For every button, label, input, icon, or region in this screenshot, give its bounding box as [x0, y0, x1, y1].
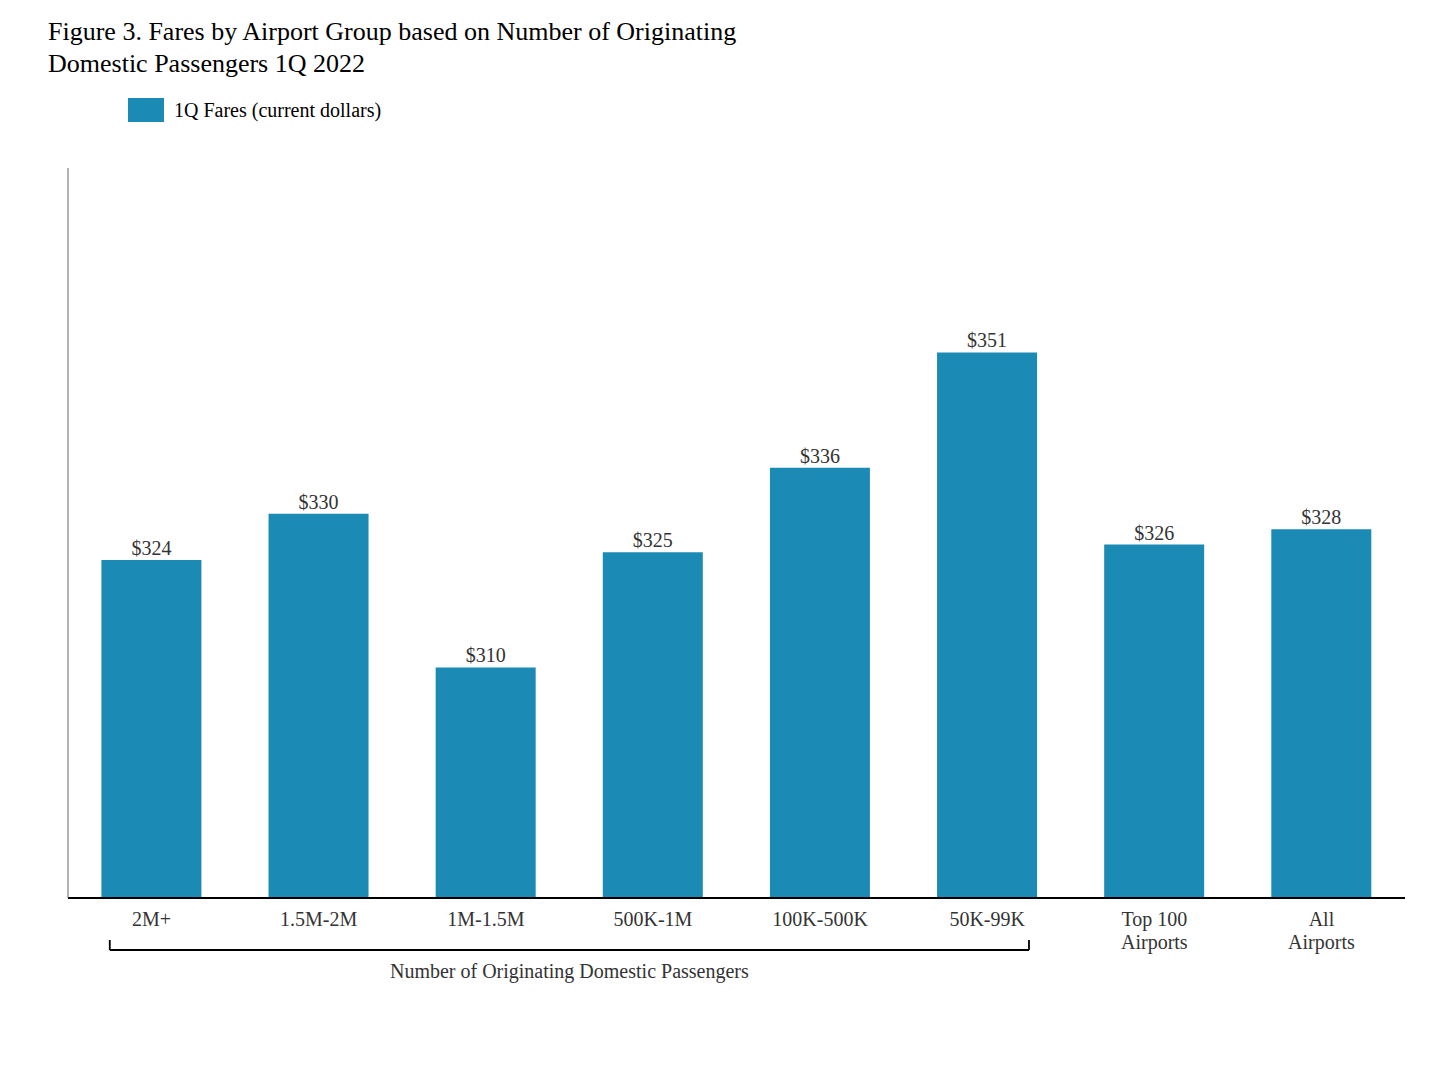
svg-text:$351: $351 — [967, 329, 1007, 351]
svg-text:50K-99K: 50K-99K — [949, 908, 1025, 930]
html-text:Domestic Passengers 1Q 2022: Domestic Passengers 1Q 2022 — [48, 49, 365, 78]
svg-text:$328: $328 — [1301, 506, 1341, 528]
svg-text:$324: $324 — [131, 537, 171, 559]
html-text:1Q Fares (current dollars): 1Q Fares (current dollars) — [174, 98, 382, 121]
svg-text:1.5M-2M: 1.5M-2M — [280, 908, 357, 930]
svg-text:1M-1.5M: 1M-1.5M — [447, 908, 524, 930]
svg-text:Top 100Airports: Top 100Airports — [1121, 908, 1188, 954]
svg-text:$310: $310 — [466, 644, 506, 666]
svg-text:$326: $326 — [1134, 522, 1174, 544]
svg-text:100K-500K: 100K-500K — [772, 908, 868, 930]
svg-text:500K-1M: 500K-1M — [613, 908, 692, 930]
svg-text:$330: $330 — [299, 491, 339, 513]
svg-text:Number of Originating Domestic: Number of Originating Domestic Passenger… — [390, 960, 749, 983]
svg-text:$336: $336 — [800, 445, 840, 467]
svg-text:2M+: 2M+ — [132, 908, 171, 930]
html-text:Figure 3. Fares by Airport Gro: Figure 3. Fares by Airport Group based o… — [48, 17, 737, 46]
svg-text:AllAirports: AllAirports — [1288, 908, 1355, 954]
svg-text:$325: $325 — [633, 529, 673, 551]
